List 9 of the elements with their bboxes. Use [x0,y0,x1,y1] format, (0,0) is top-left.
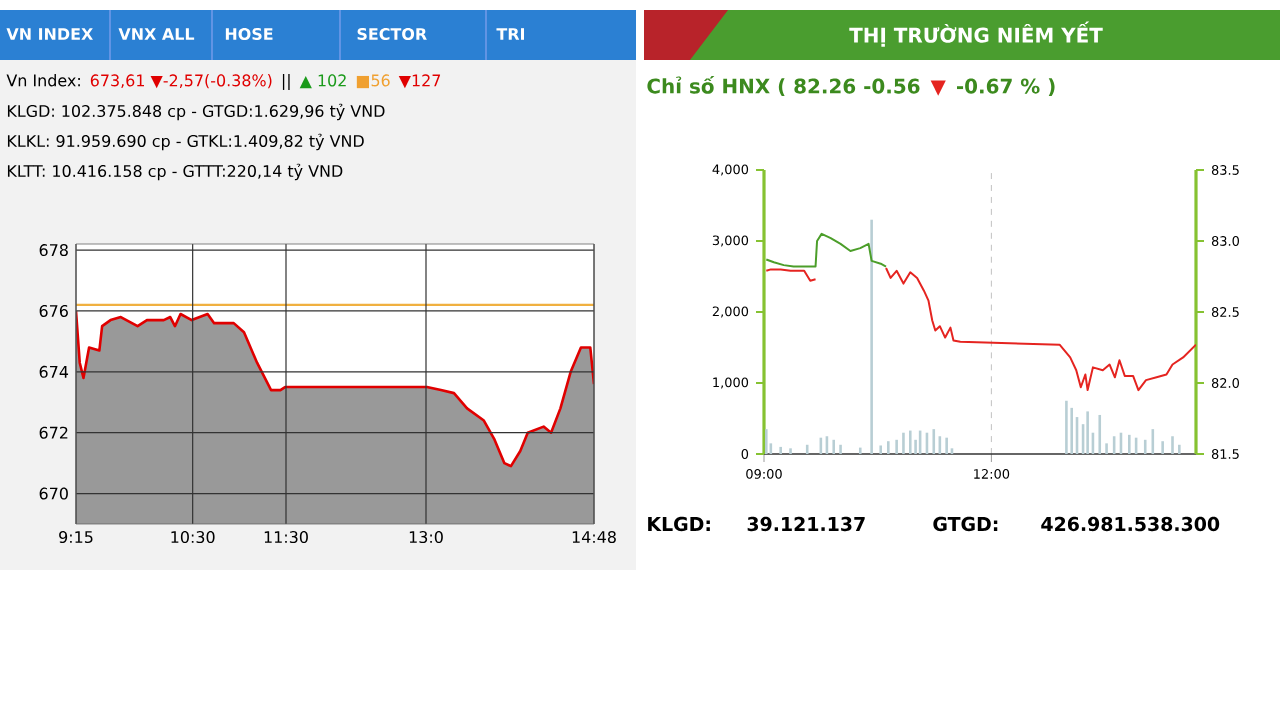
text: KLGD: [648,516,710,532]
chart-title: THỊ TRƯỜNG NIÊM YẾT [849,21,1103,47]
text: Chỉ số HNX ( 82.26 -0.56 [647,76,920,96]
text: ▼ [930,80,946,96]
text: GTGD: [933,516,998,532]
text: 39.121.137 [747,516,865,532]
line-series [765,232,888,268]
text: 426.981.538.300 [1041,516,1220,532]
text: -0.67 % ) [956,78,1055,96]
